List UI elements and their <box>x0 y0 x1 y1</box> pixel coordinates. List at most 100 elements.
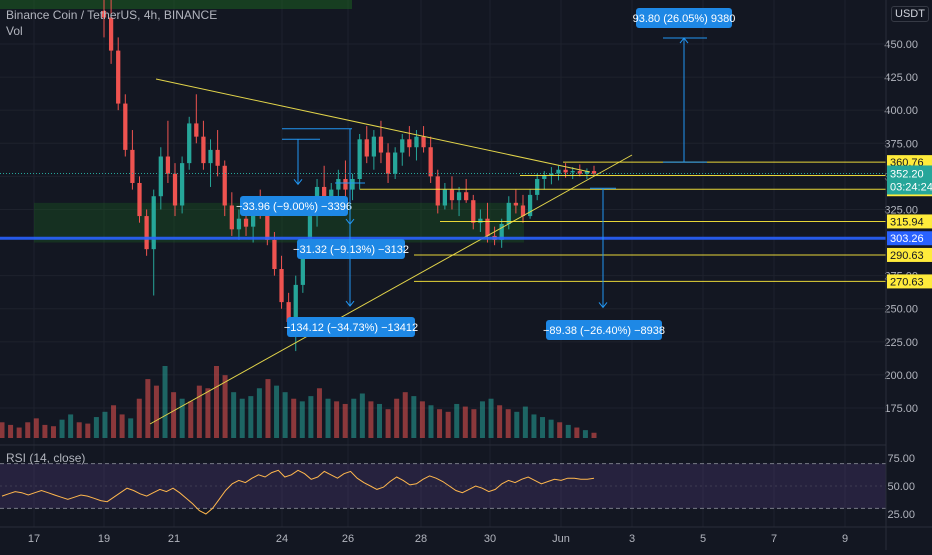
volume-indicator-label: Vol <box>6 24 23 38</box>
candle-body <box>151 196 156 250</box>
candle-body <box>251 205 256 227</box>
volume-bar <box>188 401 194 438</box>
volume-bar <box>574 427 580 438</box>
volume-bar <box>59 419 65 438</box>
candle-body <box>591 171 597 174</box>
time-tick-label: 19 <box>98 533 110 545</box>
volume-bar <box>351 398 357 438</box>
candle-body <box>286 302 291 322</box>
volume-bar <box>171 392 177 438</box>
price-level-label-bg <box>887 247 932 262</box>
volume-bar <box>394 398 400 438</box>
candle-body <box>527 194 533 217</box>
measure-label-bg <box>240 196 348 216</box>
volume-bar <box>428 405 434 438</box>
time-tick-label: 7 <box>771 533 777 545</box>
candle-body <box>449 189 455 201</box>
candle-body <box>123 103 128 150</box>
volume-bar <box>565 424 571 438</box>
candle-body <box>322 186 327 203</box>
price-tick-label: 175.00 <box>884 403 918 415</box>
candle-body <box>300 249 305 285</box>
candle-body <box>378 136 384 153</box>
candle-body <box>137 182 142 217</box>
volume-bar <box>76 422 82 438</box>
price-tick-label: 325.00 <box>884 204 918 216</box>
volume-bar <box>291 398 297 438</box>
volume-bar <box>153 385 159 438</box>
volume-bars <box>0 366 597 438</box>
candle-body <box>371 136 376 157</box>
top-green-zone <box>0 0 352 9</box>
volume-bar <box>411 396 417 438</box>
measure-arrowhead <box>679 37 689 44</box>
candle-body <box>272 239 277 270</box>
candle-body <box>343 179 348 190</box>
drawing-lines[interactable] <box>0 78 886 425</box>
currency-badge[interactable]: USDT <box>891 6 929 22</box>
candle-body <box>158 156 163 197</box>
price-tick-label: 225.00 <box>884 337 918 349</box>
volume-bar <box>325 398 331 438</box>
candle-body <box>108 17 114 51</box>
price-tick-label: 425.00 <box>884 72 918 84</box>
measure-label-bg <box>297 239 405 259</box>
candle-body <box>293 284 298 322</box>
volume-bar <box>231 392 237 438</box>
volume-bar <box>488 398 494 438</box>
candle-body <box>208 149 213 164</box>
volume-bar <box>282 392 288 438</box>
volume-bar <box>505 409 511 438</box>
candle-body <box>435 176 440 206</box>
candle-body <box>456 192 462 201</box>
volume-bar <box>531 414 537 438</box>
candle-body <box>101 10 107 18</box>
price-tick-label: 450.00 <box>884 39 918 51</box>
time-tick-label: 17 <box>28 533 40 545</box>
candle-body <box>279 269 284 303</box>
volume-bar <box>102 411 108 438</box>
rsi-band <box>0 463 886 509</box>
price-tick-label: 200.00 <box>884 370 918 382</box>
measure-label-bg <box>636 8 732 28</box>
volume-bar <box>274 385 280 438</box>
price-level-label: 315.94 <box>890 216 924 228</box>
time-axis[interactable]: 17 19 21 24 26 28 30 Jun 3 5 7 9 <box>0 526 932 545</box>
volume-bar <box>342 403 348 438</box>
candle-body <box>506 202 511 225</box>
candle-body <box>414 136 419 148</box>
price-level-label-bg <box>887 231 932 246</box>
measurements[interactable]: 93.80 (26.05%) 9380 −33.96 (−9.00%) −3396… <box>236 8 735 340</box>
candle-body <box>229 205 234 230</box>
volume-bar <box>128 418 134 438</box>
rsi-tick-label: 50.00 <box>887 481 915 493</box>
volume-bar <box>514 411 520 438</box>
chart-title: Binance Coin / TetherUS, 4h, BINANCE <box>6 8 218 22</box>
price-tick-label: 400.00 <box>884 105 918 117</box>
volume-bar <box>462 406 468 438</box>
candle-body <box>520 205 526 217</box>
time-tick-label: 28 <box>415 533 427 545</box>
time-tick-label: 24 <box>276 533 288 545</box>
candle-body <box>222 165 227 206</box>
volume-bar <box>316 388 322 438</box>
price-level-label: 270.63 <box>890 276 924 288</box>
volume-bar <box>16 427 22 438</box>
measure-arrowhead <box>345 300 355 307</box>
volume-bar <box>359 393 365 438</box>
volume-bar <box>179 398 185 438</box>
volume-bar <box>85 423 91 438</box>
price-axis[interactable]: 450.00425.00400.00375.00350.00325.00275.… <box>884 0 932 550</box>
time-tick-label: 9 <box>842 533 848 545</box>
candle-body <box>215 149 220 166</box>
time-tick-label: 5 <box>700 533 706 545</box>
volume-bar <box>522 406 528 438</box>
volume-bar <box>0 422 5 438</box>
measure-label-bg <box>546 320 662 340</box>
volume-bar <box>591 432 597 438</box>
measure-arrowhead <box>598 302 608 309</box>
candle-body <box>556 169 561 174</box>
